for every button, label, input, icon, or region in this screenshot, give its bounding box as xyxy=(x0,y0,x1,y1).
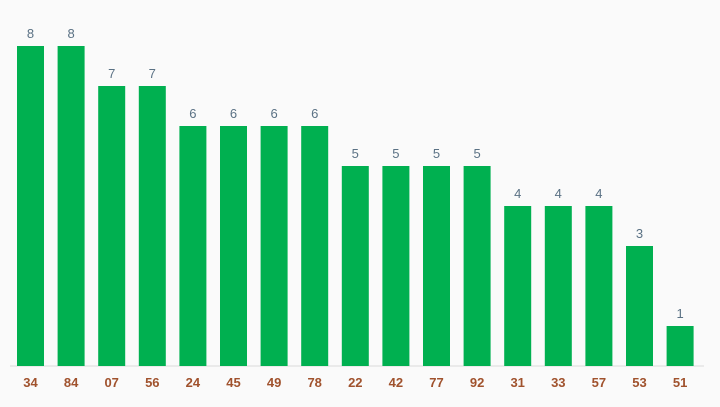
x-tick-label: 42 xyxy=(389,375,403,390)
x-tick-label: 33 xyxy=(551,375,565,390)
x-tick-label: 51 xyxy=(673,375,687,390)
bar-value-label: 5 xyxy=(433,146,440,161)
bar-value-label: 5 xyxy=(473,146,480,161)
bar xyxy=(463,166,491,366)
bar xyxy=(220,126,247,366)
bar xyxy=(585,206,613,366)
bar-value-label: 6 xyxy=(189,106,196,121)
x-tick-label: 24 xyxy=(186,375,201,390)
x-tick-label: 84 xyxy=(64,375,79,390)
bar-value-label: 6 xyxy=(230,106,237,121)
bar xyxy=(382,166,410,366)
value-labels-group: 8 8 7 7 6 6 6 6 5 5 5 5 4 4 4 3 1 xyxy=(27,26,684,321)
x-tick-label: 49 xyxy=(267,375,281,390)
x-tick-label: 53 xyxy=(632,375,646,390)
bar-value-label: 4 xyxy=(595,186,602,201)
bar-value-label: 7 xyxy=(149,66,156,81)
bar xyxy=(544,206,572,366)
x-tick-label: 56 xyxy=(145,375,159,390)
bar-value-label: 6 xyxy=(311,106,318,121)
bar xyxy=(98,86,126,366)
bars-group xyxy=(17,46,694,366)
bar-value-label: 5 xyxy=(392,146,399,161)
bar-value-label: 6 xyxy=(270,106,277,121)
x-tick-label: 77 xyxy=(429,375,443,390)
x-tick-label: 45 xyxy=(226,375,240,390)
bar xyxy=(17,46,44,366)
bar-value-label: 7 xyxy=(108,66,115,81)
x-tick-label: 34 xyxy=(23,375,38,390)
x-tick-labels-group: 34 84 07 56 24 45 49 78 22 42 77 92 31 33 57 53 51 xyxy=(23,375,687,390)
bar-value-label: 3 xyxy=(636,226,643,241)
x-tick-label: 31 xyxy=(510,375,524,390)
bar-value-label: 4 xyxy=(514,186,521,201)
bar xyxy=(341,166,369,366)
bar-value-label: 1 xyxy=(676,306,683,321)
bar-value-label: 5 xyxy=(352,146,359,161)
x-tick-label: 57 xyxy=(592,375,606,390)
bar xyxy=(301,126,329,366)
x-tick-label: 07 xyxy=(104,375,118,390)
bar xyxy=(504,206,532,366)
bar xyxy=(260,126,288,366)
x-tick-label: 92 xyxy=(470,375,484,390)
bar xyxy=(626,246,653,366)
bar xyxy=(179,126,207,366)
bar xyxy=(138,86,166,366)
bar-value-label: 4 xyxy=(555,186,562,201)
bar xyxy=(423,166,450,366)
bar-value-label: 8 xyxy=(67,26,74,41)
x-tick-label: 22 xyxy=(348,375,362,390)
bar xyxy=(57,46,85,366)
bar-value-label: 8 xyxy=(27,26,34,41)
bar xyxy=(666,326,694,366)
x-tick-label: 78 xyxy=(307,375,321,390)
